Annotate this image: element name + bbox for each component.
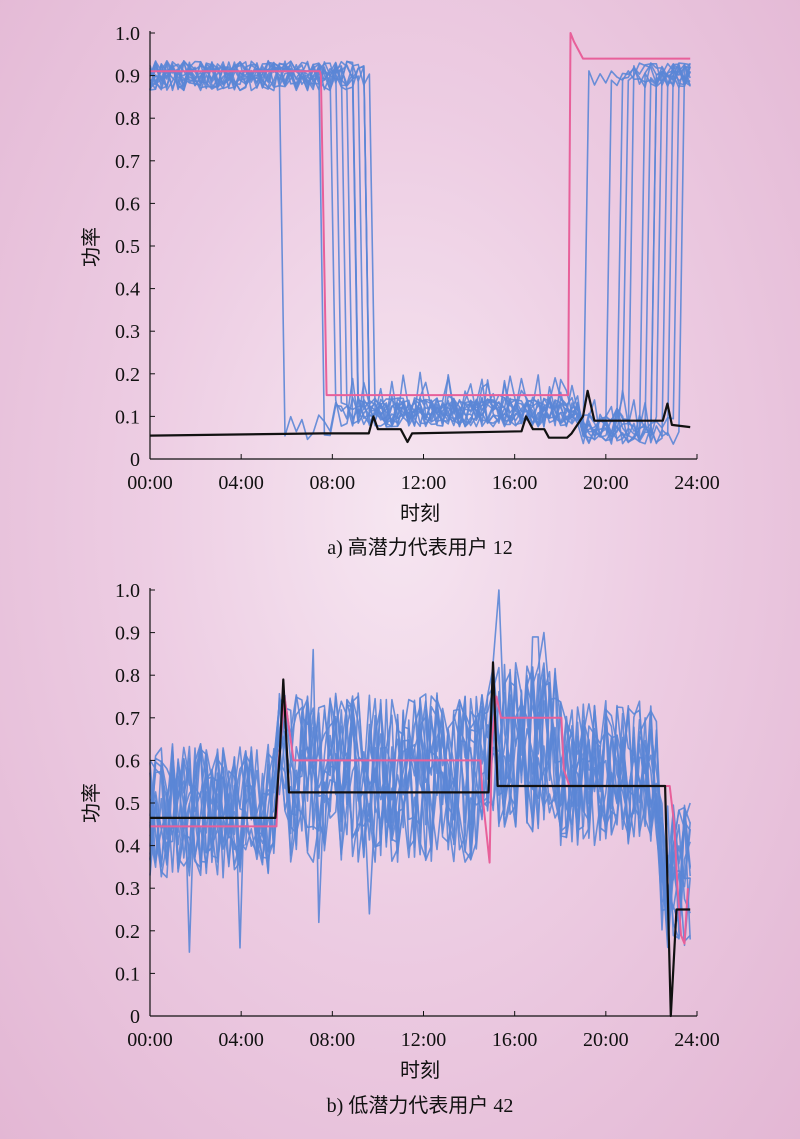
y-tick-label: 0.5 (115, 793, 140, 815)
y-tick-label: 0.7 (115, 151, 140, 173)
chart-a-x-tick-labels: 00:00 04:00 08:00 12:00 16:00 20:00 24:00 (127, 472, 720, 494)
x-tick-label: 20:00 (583, 472, 629, 494)
x-tick-label: 08:00 (310, 1029, 356, 1051)
x-tick-label: 04:00 (218, 472, 264, 494)
x-tick-label: 00:00 (127, 1029, 173, 1051)
x-tick-label: 00:00 (127, 472, 173, 494)
y-tick-label: 0.6 (115, 750, 140, 772)
chart-a-y-axis-title: 功率 (80, 227, 103, 267)
x-tick-label: 12:00 (401, 472, 447, 494)
chart-b-x-tick-labels: 00:00 04:00 08:00 12:00 16:00 20:00 24:00 (127, 1029, 720, 1051)
x-tick-label: 04:00 (218, 1029, 264, 1051)
chart-b-y-tick-labels: 0 0.1 0.2 0.3 0.4 0.5 0.6 0.7 0.8 0.9 1.0 (115, 580, 140, 1028)
chart-b: 0 0.1 0.2 0.3 0.4 0.5 0.6 0.7 0.8 0.9 1.0 00:00 04:… (80, 580, 720, 1117)
y-tick-label: 0 (130, 449, 140, 471)
background-series-line (149, 670, 691, 910)
chart-a-series (149, 32, 691, 444)
background-series-line (149, 61, 691, 445)
y-tick-label: 1.0 (115, 580, 140, 602)
background-series-line (149, 661, 691, 941)
background-series-line (149, 665, 691, 937)
y-tick-label: 1.0 (115, 23, 140, 45)
chart-b-axes (149, 588, 698, 1017)
y-tick-label: 0.9 (115, 623, 140, 645)
background-series-line (149, 60, 691, 444)
y-tick-label: 0.2 (115, 921, 140, 943)
chart-b-y-axis-title: 功率 (80, 783, 103, 823)
x-tick-label: 08:00 (310, 472, 356, 494)
y-tick-label: 0.8 (115, 665, 140, 687)
x-tick-label: 20:00 (583, 1029, 629, 1051)
chart-a-y-tick-labels: 0 0.1 0.2 0.3 0.4 0.5 0.6 0.7 0.8 0.9 1.0 (115, 23, 140, 471)
background-series-line (149, 60, 691, 440)
y-tick-label: 0.5 (115, 236, 140, 258)
x-tick-label: 24:00 (674, 472, 720, 494)
pink-series-line (150, 695, 689, 945)
y-tick-label: 0.4 (115, 836, 140, 858)
chart-a-x-axis-title: 时刻 (400, 502, 440, 525)
y-tick-label: 0.4 (115, 279, 140, 301)
pink-series-line (150, 32, 691, 397)
x-tick-label: 16:00 (492, 472, 538, 494)
y-tick-label: 0.3 (115, 878, 140, 900)
chart-b-caption: b) 低潜力代表用户 42 (327, 1094, 514, 1117)
y-tick-label: 0 (130, 1006, 140, 1028)
chart-a-axes (149, 31, 698, 460)
black-series-line (149, 389, 691, 444)
y-tick-label: 0.1 (115, 963, 140, 985)
chart-a: 0 0.1 0.2 0.3 0.4 0.5 0.6 0.7 0.8 0.9 1.0 00:00 04:… (80, 23, 720, 559)
background-series-line (149, 668, 691, 949)
chart-b-background-lines (149, 589, 691, 953)
y-tick-label: 0.2 (115, 364, 140, 386)
y-tick-label: 0.9 (115, 66, 140, 88)
y-tick-label: 0.6 (115, 193, 140, 215)
background-series-line (149, 60, 691, 438)
y-tick-label: 0.1 (115, 406, 140, 428)
x-tick-label: 24:00 (674, 1029, 720, 1051)
x-tick-label: 12:00 (401, 1029, 447, 1051)
y-tick-label: 0.3 (115, 321, 140, 343)
x-tick-label: 16:00 (492, 1029, 538, 1051)
y-tick-label: 0.7 (115, 708, 140, 730)
background-series-line (149, 589, 691, 949)
chart-a-caption: a) 高潜力代表用户 12 (327, 536, 513, 559)
chart-a-background-lines (149, 59, 691, 445)
chart-b-x-axis-title: 时刻 (400, 1059, 440, 1082)
y-tick-label: 0.8 (115, 108, 140, 130)
